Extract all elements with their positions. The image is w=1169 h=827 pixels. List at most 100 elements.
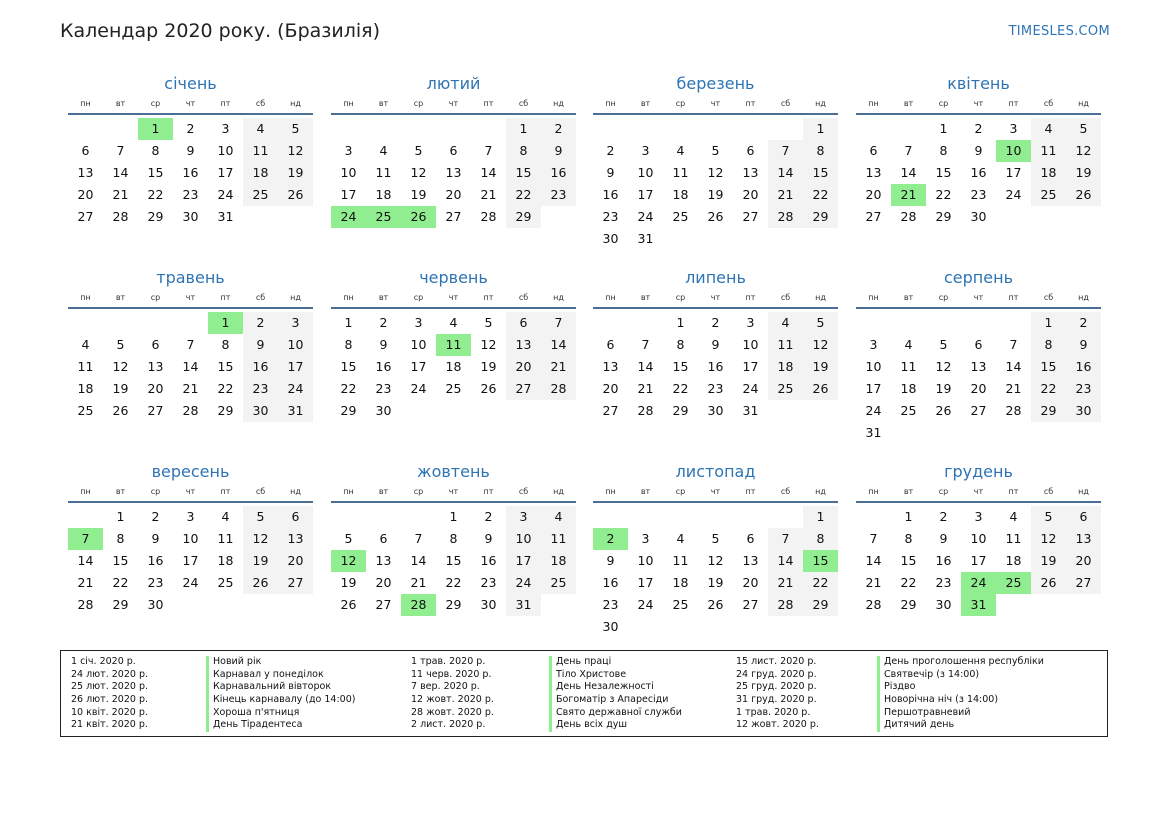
day-cell: 11 (900, 359, 917, 374)
weekday-label: вт (378, 293, 389, 302)
empty-cell (593, 506, 628, 528)
day-cell: 5 (278, 118, 313, 140)
weekday-label: нд (290, 487, 301, 496)
day-cell: 26 (243, 572, 278, 594)
day-cell: 21 (768, 184, 803, 206)
day-cell: 12 (410, 165, 427, 180)
day-cell: 13 (865, 165, 882, 180)
day-cell: 31 (637, 231, 654, 246)
day-cell: 15 (217, 359, 234, 374)
day-cell: 19 (112, 381, 129, 396)
day-cell: 14 (182, 359, 199, 374)
day-cell: 27 (445, 209, 462, 224)
day-cell: 30 (480, 597, 497, 612)
day-cell: 4 (541, 506, 576, 528)
month-name: травень (156, 268, 225, 287)
day-cell: 20 (1066, 550, 1101, 572)
empty-cell (891, 312, 926, 334)
empty-cell (698, 118, 733, 140)
day-cell: 16 (935, 553, 952, 568)
day-cell: 20 (506, 356, 541, 378)
weekday-label: пн (868, 293, 879, 302)
empty-cell (698, 506, 733, 528)
day-cell: 19 (480, 359, 497, 374)
day-cell: 10 (637, 165, 654, 180)
day-cell: 10 (410, 337, 427, 352)
legend-holiday-name: Першотравневий (877, 706, 1044, 720)
weekday-label: сб (518, 293, 529, 302)
legend-date: 7 вер. 2020 р. (411, 681, 480, 693)
day-cell: 17 (340, 187, 357, 202)
weekday-label: нд (553, 487, 564, 496)
month-name: серпень (944, 268, 1013, 287)
weekday-label: вт (378, 487, 389, 496)
day-cell: 28 (182, 403, 199, 418)
holiday-day-cell: 25 (996, 572, 1031, 594)
day-cell: 15 (506, 162, 541, 184)
weekday-label: нд (1078, 99, 1089, 108)
weekday-label: сб (518, 99, 529, 108)
day-cell: 5 (1066, 118, 1101, 140)
site-link[interactable]: TIMESLES.COM (1008, 24, 1110, 39)
weekday-label: нд (553, 99, 564, 108)
empty-cell (366, 506, 401, 528)
day-cell: 2 (1066, 312, 1101, 334)
day-cell: 18 (900, 381, 917, 396)
day-cell: 28 (77, 597, 94, 612)
day-cell: 29 (803, 594, 838, 616)
day-cell: 20 (970, 381, 987, 396)
legend-date: 24 груд. 2020 р. (736, 668, 817, 680)
weekday-label: пт (220, 487, 231, 496)
weekday-label: вт (903, 99, 914, 108)
holiday-day-cell: 21 (891, 184, 926, 206)
day-cell: 22 (803, 184, 838, 206)
weekday-label: пт (1008, 293, 1019, 302)
day-cell: 9 (1066, 334, 1101, 356)
day-cell: 26 (340, 597, 357, 612)
month-name: жовтень (417, 462, 490, 481)
day-cell: 4 (81, 337, 90, 352)
day-cell: 4 (768, 312, 803, 334)
day-cell: 27 (147, 403, 164, 418)
day-cell: 27 (278, 572, 313, 594)
weekday-label: ср (938, 487, 949, 496)
day-cell: 17 (865, 381, 882, 396)
day-cell: 12 (707, 553, 724, 568)
day-cell: 7 (484, 143, 493, 158)
day-cell: 15 (672, 359, 689, 374)
day-cell: 8 (344, 337, 353, 352)
day-cell: 25 (672, 209, 689, 224)
day-cell: 27 (865, 209, 882, 224)
day-cell: 8 (221, 337, 230, 352)
day-cell: 25 (243, 184, 278, 206)
holiday-day-cell: 24 (331, 206, 366, 228)
legend-holiday-name: Різдво (877, 681, 1044, 695)
day-cell: 5 (484, 315, 493, 330)
day-cell: 17 (970, 553, 987, 568)
holiday-day-cell: 12 (331, 550, 366, 572)
legend-date: 15 лист. 2020 р. (736, 656, 817, 667)
weekday-label: пн (343, 293, 354, 302)
day-cell: 24 (637, 209, 654, 224)
day-cell: 24 (217, 187, 234, 202)
day-cell: 14 (900, 165, 917, 180)
weekday-label: ср (938, 99, 949, 108)
day-cell: 4 (676, 531, 685, 546)
weekday-label: ср (413, 99, 424, 108)
day-cell: 16 (970, 165, 987, 180)
legend-date: 12 жовт. 2020 р. (736, 719, 819, 731)
legend-date: 10 квіт. 2020 р. (71, 706, 148, 718)
weekday-label: ср (150, 293, 161, 302)
day-cell: 13 (602, 359, 619, 374)
day-cell: 6 (506, 312, 541, 334)
day-cell: 19 (243, 550, 278, 572)
weekday-header: пн вт ср чт пт сб нд (856, 485, 1101, 503)
day-cell: 14 (1005, 359, 1022, 374)
day-cell: 30 (375, 403, 392, 418)
day-cell: 11 (1005, 531, 1022, 546)
legend-date: 25 груд. 2020 р. (736, 681, 817, 693)
day-cell: 10 (506, 528, 541, 550)
day-cell: 16 (243, 356, 278, 378)
day-cell: 11 (541, 528, 576, 550)
weekday-label: ср (150, 99, 161, 108)
